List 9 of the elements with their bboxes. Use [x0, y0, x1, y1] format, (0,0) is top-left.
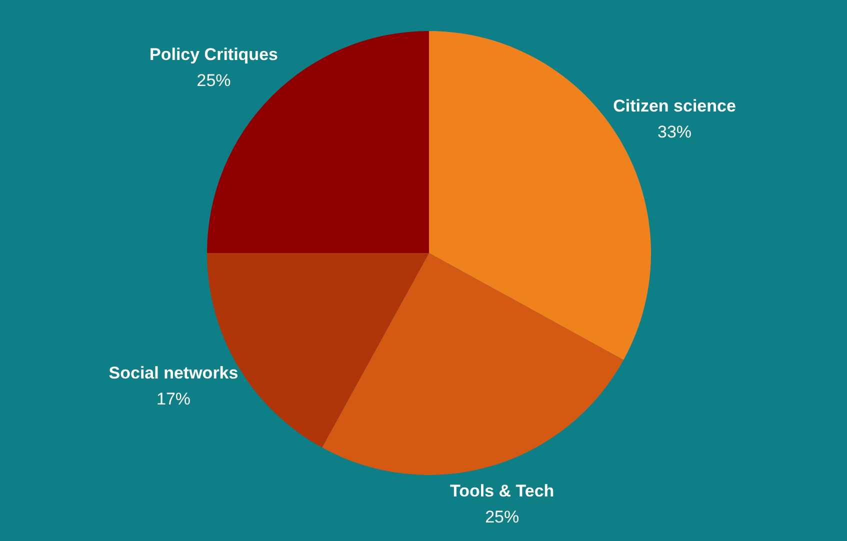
slice-label: Social networks — [108, 363, 238, 382]
data-label: 25% — [196, 70, 231, 90]
data-label: 17% — [156, 389, 190, 408]
slice-label: Tools & Tech — [450, 482, 554, 501]
pie-slice — [322, 253, 624, 475]
data-label: 25% — [485, 508, 520, 527]
slice-label: Citizen science — [613, 96, 736, 116]
slice-label: Policy Critiques — [149, 44, 278, 64]
data-label: 33% — [658, 122, 692, 142]
